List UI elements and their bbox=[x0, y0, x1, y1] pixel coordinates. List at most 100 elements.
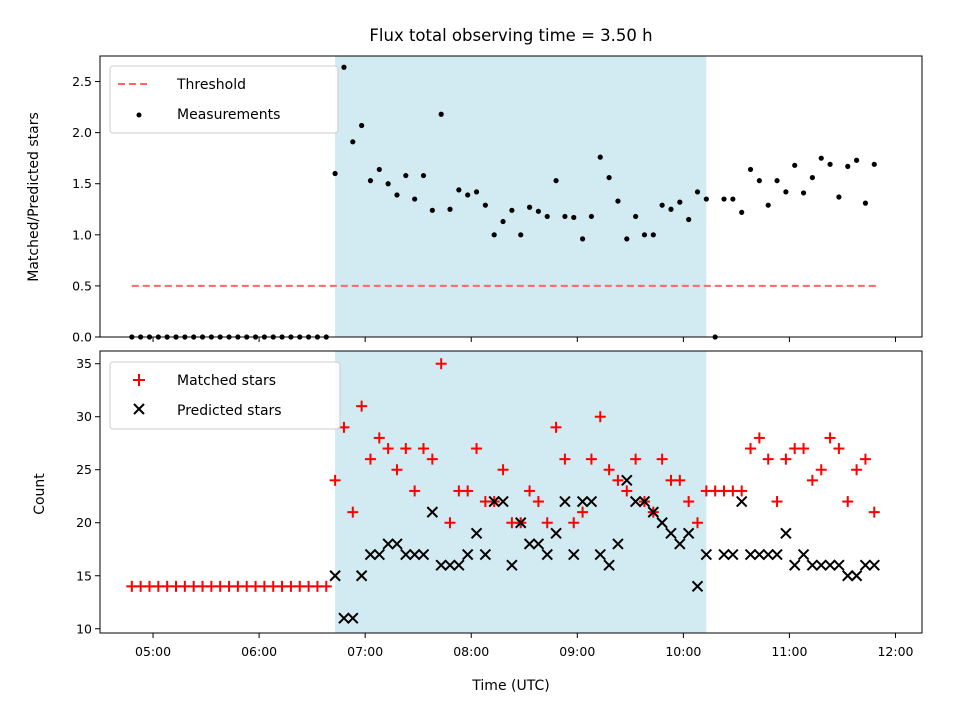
matched-star-point bbox=[568, 517, 580, 529]
matched-star-point bbox=[426, 453, 438, 465]
matched-star-point bbox=[541, 517, 553, 529]
measurement-point bbox=[341, 64, 347, 70]
predicted-star-point bbox=[727, 548, 739, 561]
legend-measurements-label: Measurements bbox=[177, 107, 280, 123]
matched-star-point bbox=[435, 358, 447, 370]
y-axis-ticks-top: 0.0 0.5 1.0 1.5 2.0 2.5 bbox=[72, 74, 100, 345]
legend-predicted-label: Predicted stars bbox=[177, 403, 282, 419]
matched-star-point bbox=[391, 464, 403, 476]
measurement-point bbox=[677, 199, 683, 205]
predicted-star-point bbox=[426, 506, 439, 518]
x-axis-ticks-top bbox=[152, 337, 896, 342]
measurement-point bbox=[862, 200, 869, 206]
predicted-star-point bbox=[400, 548, 412, 561]
observing-window-span bbox=[335, 56, 707, 337]
measurement-point bbox=[465, 192, 471, 198]
matched-star-point bbox=[612, 474, 624, 486]
measurement-point bbox=[747, 166, 754, 173]
measurement-point bbox=[659, 202, 665, 208]
predicted-star-point bbox=[568, 548, 580, 561]
measurement-point bbox=[447, 206, 453, 212]
measurement-point bbox=[394, 192, 400, 198]
x-tick-label: 06:00 bbox=[241, 644, 277, 659]
matched-star-point bbox=[691, 517, 703, 529]
predicted-star-point bbox=[682, 527, 695, 540]
predicted-star-point bbox=[833, 559, 845, 571]
measurement-point bbox=[845, 163, 851, 169]
x-tick-label: 05:00 bbox=[135, 644, 171, 659]
predicted-star-point bbox=[470, 527, 483, 540]
y-tick-label-top: 1.5 bbox=[72, 176, 92, 191]
matched-star-point bbox=[621, 485, 633, 497]
measurement-point bbox=[615, 198, 621, 204]
predicted-star-point bbox=[638, 495, 651, 508]
measurement-point bbox=[491, 232, 497, 238]
matched-star-point bbox=[753, 432, 765, 444]
matched-star-point bbox=[771, 496, 783, 508]
legend-threshold-label: Threshold bbox=[176, 77, 246, 93]
predicted-star-point bbox=[771, 548, 783, 561]
y-tick-label-bottom: 15 bbox=[76, 568, 92, 583]
matched-star-point bbox=[815, 464, 827, 476]
y-tick-label-bottom: 10 bbox=[76, 621, 92, 636]
x-tick-label: 07:00 bbox=[347, 644, 383, 659]
y-axis-ticks-bottom: 10 15 20 25 30 35 bbox=[76, 356, 100, 636]
predicted-star-point bbox=[612, 538, 624, 550]
measurement-point bbox=[429, 207, 435, 213]
matched-star-point bbox=[683, 496, 695, 508]
predicted-star-point bbox=[338, 612, 350, 624]
matched-star-point bbox=[462, 485, 474, 497]
predicted-star-point bbox=[859, 559, 872, 571]
matched-star-point bbox=[630, 453, 642, 465]
predicted-star-point bbox=[789, 559, 801, 571]
predicted-star-point bbox=[621, 474, 633, 487]
matched-star-point bbox=[400, 443, 412, 455]
predicted-star-point bbox=[541, 548, 553, 561]
legend-matched-swatch bbox=[133, 374, 145, 386]
measurement-point bbox=[482, 202, 488, 208]
measurement-point bbox=[641, 232, 648, 238]
predicted-star-point bbox=[347, 612, 359, 624]
matched-star-point bbox=[364, 453, 376, 465]
predicted-star-point bbox=[762, 548, 774, 561]
predicted-star-point bbox=[506, 559, 518, 571]
predicted-star-point bbox=[373, 548, 386, 561]
legend-bottom-frame bbox=[109, 361, 341, 430]
legend-top: Threshold Measurements bbox=[109, 65, 339, 134]
y-tick-label-bottom: 20 bbox=[76, 515, 92, 530]
y-axis-label-top: Matched/Predicted stars bbox=[26, 112, 42, 282]
measurement-point bbox=[756, 178, 762, 184]
y-tick-label-top: 2.0 bbox=[72, 125, 92, 140]
measurement-point bbox=[739, 209, 745, 215]
predicted-star-point bbox=[665, 527, 677, 540]
matched-star-point bbox=[577, 506, 589, 518]
measurement-point bbox=[332, 170, 338, 177]
matched-star-point bbox=[409, 485, 421, 497]
predicted-star-point bbox=[797, 548, 810, 561]
y-axis-label-bottom: Count bbox=[32, 473, 48, 515]
measurement-point bbox=[624, 236, 630, 242]
predicted-star-point bbox=[691, 580, 704, 593]
predicted-star-point bbox=[435, 559, 447, 571]
predicted-star-point bbox=[391, 538, 403, 550]
predicted-star-point bbox=[744, 548, 757, 561]
predicted-star-point bbox=[753, 548, 766, 561]
measurement-points bbox=[129, 64, 877, 340]
measurement-point bbox=[721, 196, 727, 202]
legend-predicted-swatch bbox=[133, 403, 145, 415]
measurement-point bbox=[650, 232, 656, 238]
measurement-point bbox=[500, 218, 506, 225]
matched-star-point bbox=[320, 580, 332, 592]
matched-star-point bbox=[471, 443, 483, 455]
matched-star-point bbox=[524, 485, 536, 497]
y-tick-label-top: 2.5 bbox=[72, 74, 92, 89]
matched-star-point bbox=[532, 496, 544, 508]
measurement-point bbox=[367, 178, 374, 184]
matched-star-point bbox=[347, 506, 359, 518]
predicted-star-point bbox=[868, 559, 880, 571]
predicted-star-point bbox=[780, 527, 792, 540]
measurement-point bbox=[765, 202, 771, 208]
measurement-point bbox=[359, 122, 365, 129]
predicted-star-point bbox=[700, 548, 713, 561]
matched-star-point bbox=[373, 432, 385, 444]
